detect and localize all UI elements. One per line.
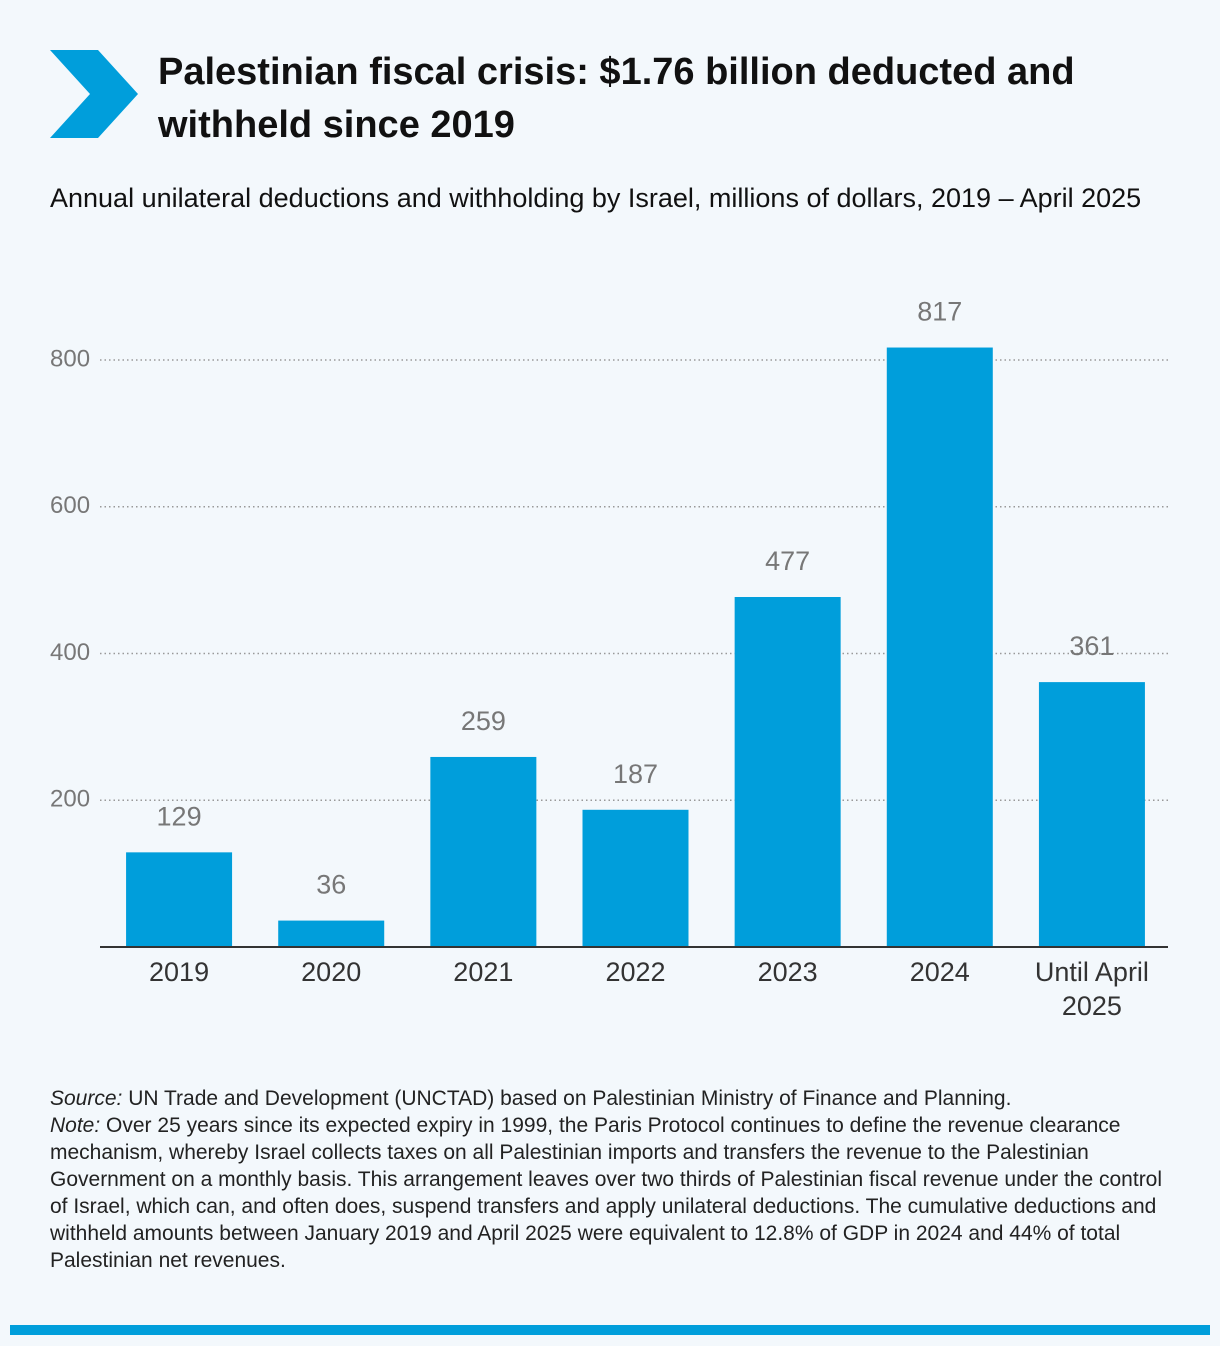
bar [278, 920, 385, 947]
x-tick-label: 2019 [149, 957, 210, 987]
y-tick-label: 800 [50, 345, 90, 372]
value-label: 187 [613, 759, 658, 789]
bar [126, 852, 233, 947]
note-line: Note: Over 25 years since its expected e… [50, 1112, 1170, 1274]
x-tick-label: 2023 [757, 957, 818, 987]
x-tick-label: 2021 [453, 957, 514, 987]
value-label: 477 [765, 546, 810, 576]
notes: Source: UN Trade and Development (UNCTAD… [50, 1085, 1170, 1274]
source-text: UN Trade and Development (UNCTAD) based … [128, 1087, 1012, 1110]
value-label: 259 [461, 706, 506, 736]
y-tick-label: 200 [50, 786, 90, 813]
bar [1038, 682, 1145, 947]
chart-subtitle: Annual unilateral deductions and withhol… [50, 183, 1142, 213]
x-tick-label: Until April 2025 [1034, 957, 1149, 1021]
y-tick-label: 400 [50, 639, 90, 666]
source-line: Source: UN Trade and Development (UNCTAD… [50, 1085, 1170, 1112]
x-tick-label: 2022 [605, 957, 666, 987]
value-label: 36 [316, 870, 346, 900]
note-text: Over 25 years since its expected expiry … [50, 1114, 1163, 1272]
bar [734, 597, 841, 947]
source-label: Source: [50, 1087, 123, 1110]
footer-bar [10, 1325, 1210, 1335]
value-label: 361 [1069, 631, 1114, 661]
bar [886, 347, 993, 947]
bar [582, 809, 689, 947]
bar [430, 756, 537, 947]
chart-title: Palestinian fiscal crisis: $1.76 billion… [158, 51, 1075, 146]
x-tick-label: 2024 [909, 957, 970, 987]
value-label: 129 [157, 801, 202, 831]
x-tick-label: 2020 [301, 957, 362, 987]
y-tick-label: 600 [50, 492, 90, 519]
value-label: 817 [917, 297, 962, 327]
chevron-icon [50, 50, 138, 138]
note-label: Note: [50, 1114, 101, 1137]
